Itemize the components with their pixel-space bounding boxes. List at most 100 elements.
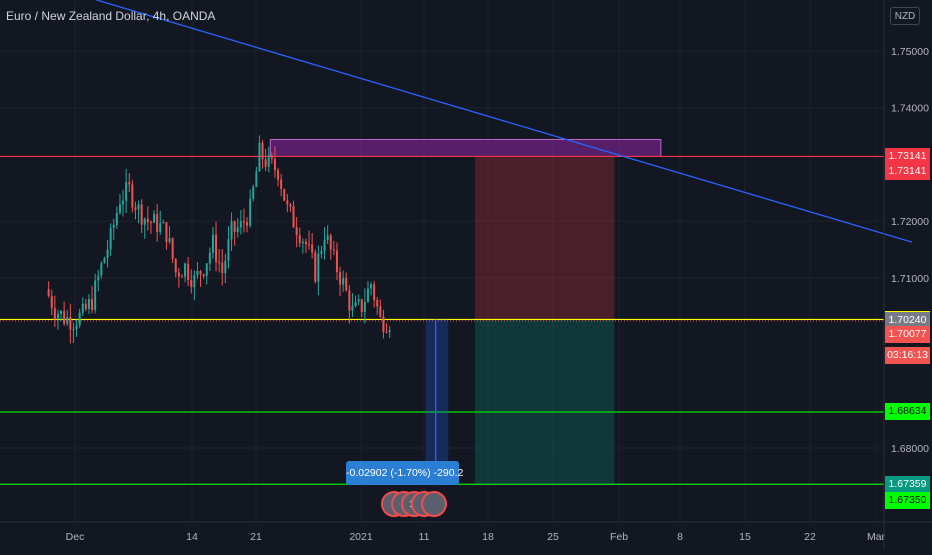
candle-body xyxy=(78,312,81,326)
candle-body xyxy=(239,221,242,228)
candle-body xyxy=(354,301,357,307)
candle-body xyxy=(60,311,63,314)
candle-body xyxy=(335,250,338,273)
candle-body xyxy=(81,303,84,313)
candle-body xyxy=(314,252,317,282)
candle-body xyxy=(153,214,156,223)
candle-body xyxy=(146,218,149,223)
candle-body xyxy=(193,275,196,288)
candle-body xyxy=(97,275,100,281)
candle-body xyxy=(187,263,190,281)
candle-body xyxy=(348,290,351,311)
price-tag: 1.68634 xyxy=(885,403,930,421)
measure-zone xyxy=(425,319,449,485)
candle-body xyxy=(208,252,211,264)
candle-body xyxy=(236,227,239,232)
candle-body xyxy=(112,225,115,228)
resistance-zone xyxy=(269,138,662,157)
candle-body xyxy=(311,244,314,253)
candle-body xyxy=(100,263,103,276)
x-tick-label: 8 xyxy=(677,531,683,543)
price-tag: 03:16:13 xyxy=(885,347,930,364)
candle-body xyxy=(205,263,208,276)
candle-body xyxy=(53,308,56,319)
candle-body xyxy=(174,259,177,273)
price-tag: 1.73141 xyxy=(885,163,930,181)
candle-body xyxy=(273,158,276,171)
candle-body xyxy=(87,299,90,309)
x-tick-label: 18 xyxy=(482,531,494,543)
candle-body xyxy=(215,234,218,262)
candle-body xyxy=(342,277,345,285)
candle-body xyxy=(298,235,301,244)
y-tick-label: 1.71000 xyxy=(891,273,929,285)
candle-body xyxy=(184,263,187,277)
candle-body xyxy=(339,272,342,285)
candle-body xyxy=(202,274,205,276)
candle-body xyxy=(366,288,369,303)
candle-body xyxy=(345,277,348,291)
avatar[interactable] xyxy=(421,491,447,517)
candle-body xyxy=(69,317,72,330)
candle-body xyxy=(270,155,273,159)
y-tick-label: 1.74000 xyxy=(891,103,929,115)
candle-body xyxy=(373,284,376,301)
candle-body xyxy=(218,261,221,263)
candle-body xyxy=(190,280,193,288)
candle-body xyxy=(91,299,94,311)
chart-title: Euro / New Zealand Dollar, 4h, OANDA xyxy=(6,9,216,23)
candle-body xyxy=(323,240,326,251)
candle-body xyxy=(326,235,329,241)
candle-body xyxy=(196,271,199,276)
x-tick-label: 15 xyxy=(739,531,751,543)
price-tag: 1.67359 xyxy=(885,475,930,493)
x-tick-label: Dec xyxy=(66,531,85,543)
candle-body xyxy=(165,222,168,242)
candle-body xyxy=(72,328,75,330)
candle-body xyxy=(211,234,214,253)
candle-body xyxy=(224,260,227,274)
candle-body xyxy=(125,182,128,201)
candle-body xyxy=(134,207,137,210)
x-tick-label: Mar xyxy=(867,531,886,543)
candle-body xyxy=(357,299,360,302)
candle-body xyxy=(118,204,121,213)
candle-body xyxy=(171,238,174,260)
candle-body xyxy=(140,204,143,225)
candle-body xyxy=(308,243,311,245)
x-tick-label: Feb xyxy=(610,531,628,543)
candle-body xyxy=(47,289,50,297)
trendline xyxy=(94,0,913,243)
candle-body xyxy=(233,221,236,232)
candle-body xyxy=(388,330,391,332)
candle-body xyxy=(304,241,307,244)
candle-body xyxy=(382,316,385,332)
price-tag: 1.70077 xyxy=(885,326,930,344)
y-tick-label: 1.75000 xyxy=(891,46,929,58)
candle-body xyxy=(63,311,66,324)
x-tick-label: 22 xyxy=(804,531,816,543)
candle-body xyxy=(106,249,109,259)
candle-body xyxy=(320,250,323,254)
candle-body xyxy=(168,238,171,242)
candle-body xyxy=(199,271,202,275)
candle-body xyxy=(137,204,140,210)
candle-body xyxy=(363,302,366,312)
x-tick-label: 2021 xyxy=(349,531,373,543)
candle-body xyxy=(103,258,106,264)
candle-body xyxy=(159,223,162,232)
candle-body xyxy=(115,212,118,226)
candle-body xyxy=(246,222,249,226)
candle-body xyxy=(283,188,286,201)
currency-button[interactable]: NZD xyxy=(890,7,920,25)
candle-body xyxy=(109,227,112,250)
x-tick-label: 21 xyxy=(250,531,262,543)
candle-body xyxy=(143,218,146,225)
x-tick-label: 14 xyxy=(186,531,198,543)
candle-body xyxy=(221,262,224,274)
candle-body xyxy=(261,142,264,160)
candle-body xyxy=(289,204,292,207)
candle-body xyxy=(280,179,283,189)
